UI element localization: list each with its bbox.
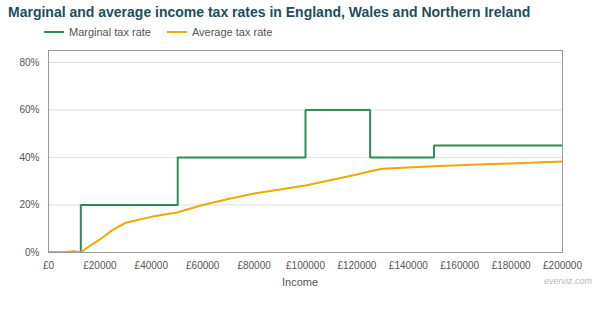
svg-text:20%: 20% — [19, 199, 39, 210]
svg-text:£140000: £140000 — [389, 260, 428, 271]
svg-text:£200000: £200000 — [543, 260, 582, 271]
svg-text:£80000: £80000 — [237, 260, 271, 271]
svg-text:£20000: £20000 — [83, 260, 117, 271]
svg-text:40%: 40% — [19, 152, 39, 163]
svg-text:0%: 0% — [25, 247, 40, 258]
svg-text:£60000: £60000 — [186, 260, 220, 271]
html-text:Average tax rate: Average tax rate — [191, 26, 273, 38]
html-text:everviz.com: everviz.com — [544, 276, 592, 286]
svg-text:£120000: £120000 — [337, 260, 376, 271]
svg-text:80%: 80% — [19, 57, 39, 68]
svg-text:60%: 60% — [19, 104, 39, 115]
html-text:Marginal and average income ta: Marginal and average income tax rates in… — [8, 4, 531, 20]
svg-text:£40000: £40000 — [135, 260, 169, 271]
svg-text:£0: £0 — [43, 260, 55, 271]
svg-text:£100000: £100000 — [286, 260, 325, 271]
svg-text:£160000: £160000 — [440, 260, 479, 271]
html-text:Marginal tax rate: Marginal tax rate — [69, 26, 151, 38]
html-text:Income: Income — [282, 276, 318, 288]
svg-text:£180000: £180000 — [492, 260, 531, 271]
